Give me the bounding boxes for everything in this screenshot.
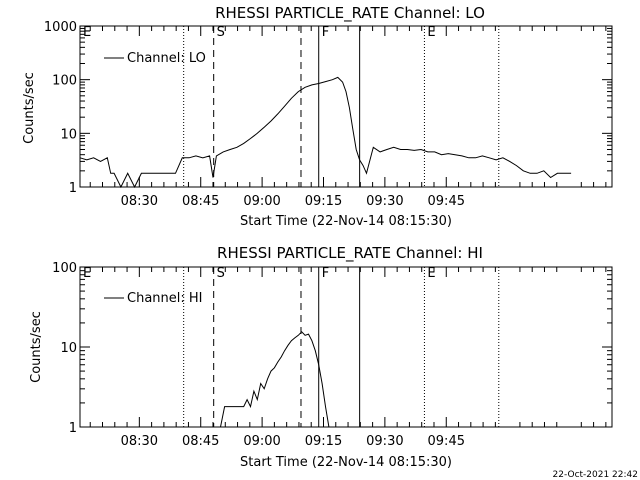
event-marker-label: E [427,25,435,40]
chart-title: RHESSI PARTICLE_RATE Channel: HI [217,244,483,263]
event-marker-label: E [83,25,91,40]
event-marker-label: E [427,266,435,281]
y-tick-label: 10 [60,341,77,356]
y-tick-label: 100 [52,261,77,276]
x-tick-label: 09:00 [243,434,280,449]
x-tick-label: 08:45 [182,434,219,449]
x-tick-label: 08:45 [182,194,219,209]
event-marker-label: S [217,266,225,281]
series-line [79,76,572,189]
plot-frame [79,25,613,188]
x-tick-label: 09:15 [305,194,342,209]
legend: Channel: LO [104,51,206,66]
y-tick-label: 1000 [44,20,77,35]
x-tick-label: 08:30 [121,434,158,449]
chart-title: RHESSI PARTICLE_RATE Channel: LO [215,4,485,23]
event-marker-label: F [322,266,329,281]
y-axis-label: Counts/sec [22,72,37,144]
x-tick-label: 09:45 [428,434,465,449]
legend-label: Channel: LO [127,51,206,66]
hi-channel-panel: RHESSI PARTICLE_RATE Channel: HI Start T… [29,244,613,470]
y-tick-label: 100 [52,74,77,89]
generation-timestamp: 22-Oct-2021 22:42 [553,470,638,480]
lo-channel-panel: RHESSI PARTICLE_RATE Channel: LO Start T… [22,4,613,229]
legend: Channel: HI [104,291,203,306]
y-tick-label: 10 [60,127,77,142]
x-tick-label: 09:30 [366,194,403,209]
legend-label: Channel: HI [127,291,203,306]
x-tick-label: 09:45 [428,194,465,209]
series-line [220,331,330,428]
y-tick-label: 1 [69,421,77,436]
x-tick-label: 09:00 [243,194,280,209]
x-tick-label: 08:30 [121,194,158,209]
x-tick-label: 09:15 [305,434,342,449]
x-tick-label: 09:30 [366,434,403,449]
event-marker-label: S [217,25,225,40]
x-axis-label: Start Time (22-Nov-14 08:15:30) [240,455,452,470]
y-tick-label: 1 [69,181,77,196]
event-marker-label: E [83,266,91,281]
y-axis-label: Counts/sec [29,311,44,383]
x-axis-label: Start Time (22-Nov-14 08:15:30) [240,214,452,229]
event-marker-label: F [322,25,329,40]
